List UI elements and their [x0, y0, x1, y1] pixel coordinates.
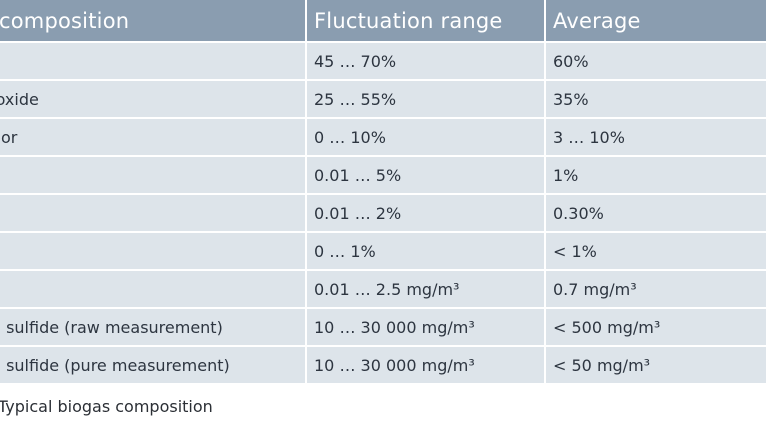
cell-fluctuation-range: 10 … 30 000 mg/m³: [307, 309, 546, 347]
cell-fluctuation-range: 0.01 … 5%: [307, 157, 546, 195]
cell-component: e: [0, 43, 307, 81]
cell-component: ia: [0, 271, 307, 309]
table-row: ia 0.01 … 2.5 mg/m³ 0.7 mg/m³: [0, 271, 768, 309]
cell-average: < 50 mg/m³: [546, 347, 768, 385]
cell-component: en: [0, 233, 307, 271]
cell-fluctuation-range: 0 … 1%: [307, 233, 546, 271]
header-row: s composition Fluctuation range Average: [0, 0, 768, 43]
cell-average: < 500 mg/m³: [546, 309, 768, 347]
table-row: apor 0 … 10% 3 … 10%: [0, 119, 768, 157]
biogas-composition-table: s composition Fluctuation range Average …: [0, 0, 768, 385]
table-header: s composition Fluctuation range Average: [0, 0, 768, 43]
header-average: Average: [546, 0, 768, 43]
table-row: n 0.01 … 5% 1%: [0, 157, 768, 195]
cell-average: 0.30%: [546, 195, 768, 233]
cell-component: dioxide: [0, 81, 307, 119]
cell-fluctuation-range: 0.01 … 2.5 mg/m³: [307, 271, 546, 309]
cell-average: 0.7 mg/m³: [546, 271, 768, 309]
cell-average: 60%: [546, 43, 768, 81]
table-row: dioxide 25 … 55% 35%: [0, 81, 768, 119]
cell-average: 35%: [546, 81, 768, 119]
cell-fluctuation-range: 0 … 10%: [307, 119, 546, 157]
cell-fluctuation-range: 45 … 70%: [307, 43, 546, 81]
table-row: 0.01 … 2% 0.30%: [0, 195, 768, 233]
header-gas-composition: s composition: [0, 0, 307, 43]
cell-fluctuation-range: 0.01 … 2%: [307, 195, 546, 233]
cell-average: 1%: [546, 157, 768, 195]
table-body: e 45 … 70% 60% dioxide 25 … 55% 35% apor…: [0, 43, 768, 385]
table-row: en sulfide (raw measurement) 10 … 30 000…: [0, 309, 768, 347]
cell-fluctuation-range: 10 … 30 000 mg/m³: [307, 347, 546, 385]
table-caption: Typical biogas composition: [0, 397, 213, 416]
table-row: en 0 … 1% < 1%: [0, 233, 768, 271]
cell-component: en sulfide (raw measurement): [0, 309, 307, 347]
cell-component: [0, 195, 307, 233]
cell-component: n: [0, 157, 307, 195]
cell-component: en sulfide (pure measurement): [0, 347, 307, 385]
cell-average: < 1%: [546, 233, 768, 271]
cell-component: apor: [0, 119, 307, 157]
cell-fluctuation-range: 25 … 55%: [307, 81, 546, 119]
table-row: e 45 … 70% 60%: [0, 43, 768, 81]
table-row: en sulfide (pure measurement) 10 … 30 00…: [0, 347, 768, 385]
header-fluctuation-range: Fluctuation range: [307, 0, 546, 43]
cell-average: 3 … 10%: [546, 119, 768, 157]
